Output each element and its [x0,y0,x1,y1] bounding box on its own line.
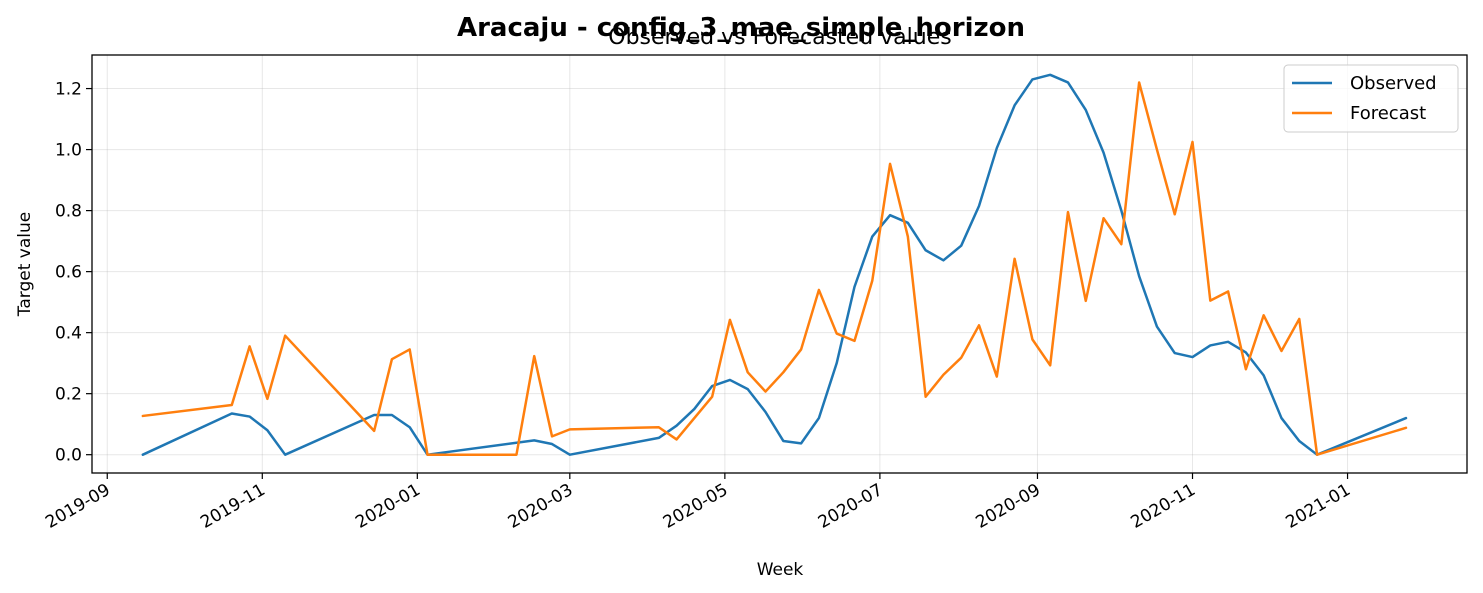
y-axis-label: Target value [15,212,35,317]
y-tick-label: 0.0 [55,446,82,466]
x-tick-label: 2020-11 [1127,480,1199,533]
x-tick-label: 2020-05 [660,480,732,533]
y-tick-label: 1.0 [55,141,82,161]
x-tick-label: 2020-07 [815,480,887,533]
x-axis: 2019-09 2019-11 2020-01 2020-03 2020-05 2020-… [42,473,1354,533]
chart-title: Aracaju - config_3_mae_simple_horizon [457,13,1025,43]
legend-label-forecast: Forecast [1350,103,1426,124]
plot-frame [91,54,1468,474]
y-axis: 0.0 0.2 0.4 0.6 0.8 1.0 1.2 [55,80,92,466]
series-line-forecast [141,81,1408,456]
x-tick-label: 2020-01 [352,480,424,533]
x-axis-label: Week [757,560,804,580]
y-tick-label: 0.2 [55,385,82,405]
grid [92,55,1467,473]
x-tick-label: 2019-09 [42,480,114,533]
x-tick-label: 2021-01 [1283,480,1355,533]
legend: Observed Forecast [1283,64,1459,133]
y-tick-label: 0.4 [55,324,82,344]
series-layer [141,73,1408,456]
y-tick-label: 1.2 [55,80,82,100]
y-tick-label: 0.6 [55,263,82,283]
x-tick-label: 2019-11 [197,480,269,533]
series-line-observed [141,73,1408,456]
y-tick-label: 0.8 [55,202,82,222]
legend-label-observed: Observed [1350,73,1437,94]
x-tick-label: 2020-09 [972,480,1044,533]
chart-subtitle: Observed vs Forecasted values [608,25,951,50]
x-tick-label: 2020-03 [505,480,577,533]
